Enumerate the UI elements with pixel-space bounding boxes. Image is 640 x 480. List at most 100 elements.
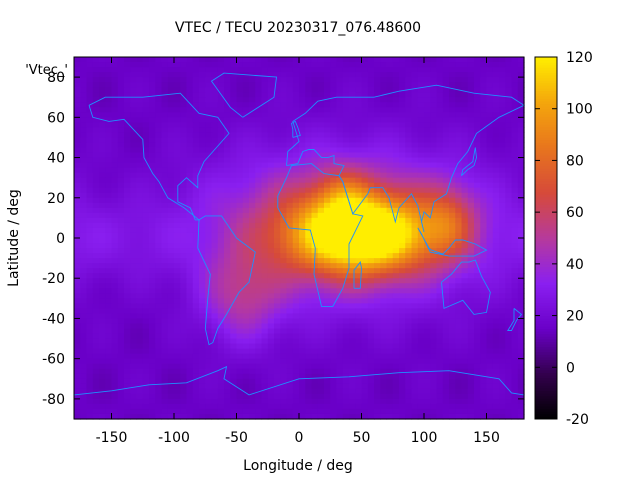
heatmap-cell [224,107,231,113]
heatmap-cell [130,343,138,350]
heatmap-cell [399,137,406,144]
heatmap-cell [392,248,400,254]
heatmap-cell [317,318,325,325]
heatmap-cell [280,187,288,194]
heatmap-cell [461,167,469,174]
heatmap-cell [242,343,250,350]
heatmap-cell [367,222,375,229]
heatmap-cell [242,283,250,289]
heatmap-cell [274,117,281,123]
heatmap-cell [261,187,269,194]
heatmap-cell [99,152,106,159]
heatmap-cell [224,328,231,335]
heatmap-cell [430,67,438,73]
heatmap-cell [330,122,338,128]
heatmap-cell [192,152,200,159]
heatmap-cell [361,273,369,279]
heatmap-cell [74,288,81,294]
heatmap-cell [424,92,431,98]
heatmap-cell [267,212,275,219]
heatmap-cell [242,333,250,340]
heatmap-cell [249,62,256,68]
heatmap-cell [486,227,494,234]
heatmap-cell [167,263,175,269]
heatmap-cell [311,162,319,169]
heatmap-cell [405,172,413,179]
heatmap-cell [142,353,150,360]
heatmap-cell [74,243,81,249]
heatmap-cell [130,187,138,194]
heatmap-cell [492,177,500,184]
heatmap-cell [105,222,113,229]
heatmap-cell [280,197,288,204]
heatmap-cell [317,142,325,149]
heatmap-cell [336,298,344,304]
heatmap-cell [161,77,169,83]
heatmap-cell [161,363,169,370]
heatmap-cell [455,67,463,73]
heatmap-cell [155,348,163,355]
heatmap-cell [255,248,263,254]
heatmap-cell [174,288,181,294]
heatmap-cell [155,212,163,219]
heatmap-cell [124,147,131,154]
heatmap-cell [424,227,431,234]
heatmap-cell [205,122,213,128]
heatmap-cell [136,323,144,330]
heatmap-cell [124,278,131,284]
heatmap-cell [405,142,413,149]
heatmap-cell [274,273,281,279]
heatmap-cell [167,112,175,118]
heatmap-cell [92,353,100,360]
heatmap-cell [380,227,388,234]
heatmap-cell [511,122,519,128]
heatmap-cell [74,137,81,144]
heatmap-cell [230,132,238,139]
heatmap-cell [186,288,194,294]
heatmap-cell [267,398,275,405]
heatmap-cell [492,378,500,385]
heatmap-cell [199,207,206,214]
heatmap-cell [261,62,269,68]
heatmap-cell [280,258,288,264]
heatmap-cell [411,117,419,123]
heatmap-cell [417,378,425,385]
heatmap-cell [86,232,94,239]
heatmap-cell [105,212,113,219]
heatmap-cell [142,87,150,93]
heatmap-cell [349,298,356,304]
heatmap-cell [205,393,213,400]
heatmap-cell [436,102,444,108]
heatmap-cell [86,182,94,189]
heatmap-cell [136,338,144,345]
heatmap-cell [230,363,238,370]
heatmap-cell [399,378,406,385]
heatmap-cell [105,313,113,320]
heatmap-cell [80,248,88,254]
heatmap-cell [74,77,81,83]
heatmap-cell [455,72,463,78]
heatmap-cell [299,177,306,184]
heatmap-cell [311,212,319,219]
heatmap-cell [80,217,88,224]
heatmap-cell [455,373,463,380]
heatmap-cell [355,393,363,400]
heatmap-cell [349,323,356,330]
heatmap-cell [192,222,200,229]
heatmap-cell [242,253,250,259]
heatmap-cell [436,253,444,259]
heatmap-cell [511,182,519,189]
heatmap-cell [286,232,294,239]
heatmap-cell [111,92,119,98]
heatmap-cell [417,107,425,113]
heatmap-cell [417,318,425,325]
heatmap-cell [417,358,425,365]
heatmap-cell [136,77,144,83]
heatmap-cell [117,167,125,174]
heatmap-cell [105,142,113,149]
heatmap-cell [405,238,413,244]
heatmap-cell [199,273,206,279]
heatmap-cell [392,87,400,93]
heatmap-cell [467,222,475,229]
heatmap-cell [242,248,250,254]
